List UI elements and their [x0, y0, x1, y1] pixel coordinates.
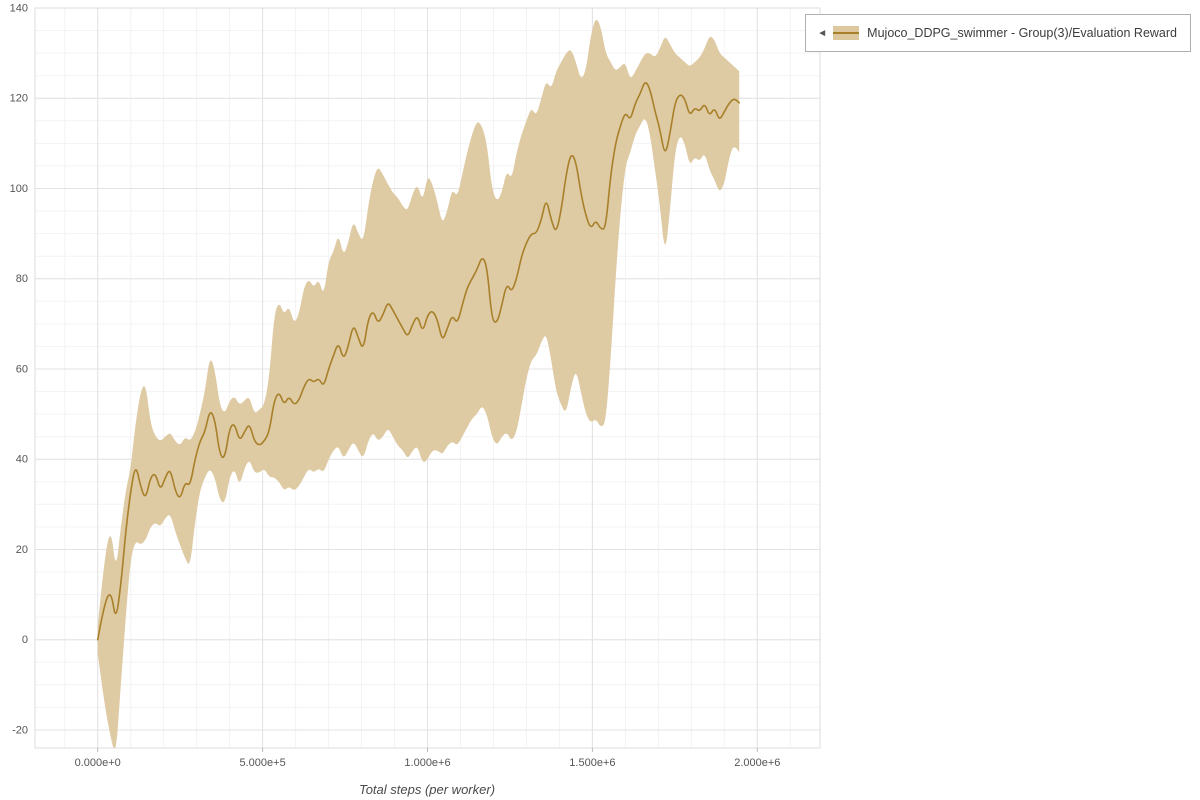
y-tick-label: 120 [10, 93, 28, 105]
legend[interactable]: ◄ Mujoco_DDPG_swimmer - Group(3)/Evaluat… [805, 14, 1191, 52]
x-tick-label: 5.000e+5 [240, 757, 286, 769]
axis-tick-labels: -20 0 20 40 60 80 100 120 140 0.000e+0 5.000e+5 1.0… [10, 3, 781, 770]
legend-line-color [833, 32, 860, 34]
x-axis-title: Total steps (per worker) [358, 782, 496, 797]
y-tick-label: 80 [16, 273, 28, 285]
y-tick-label: 40 [16, 454, 28, 466]
y-tick-label: 20 [16, 544, 28, 556]
y-tick-label: 0 [22, 634, 28, 646]
y-tick-label: 100 [10, 183, 28, 195]
x-tick-label: 1.000e+6 [404, 757, 450, 769]
mean-line [96, 82, 740, 641]
x-tick-label: 2.000e+6 [734, 757, 780, 769]
x-tick-label: 1.500e+6 [569, 757, 615, 769]
legend-swatch [833, 26, 860, 40]
y-tick-label: -20 [12, 725, 28, 737]
x-tick-label: 0.000e+0 [75, 757, 121, 769]
confidence-band [97, 20, 740, 748]
y-tick-label: 60 [16, 364, 28, 376]
tick-marks [97, 748, 758, 752]
y-tick-label: 140 [10, 3, 28, 15]
legend-collapse-icon[interactable]: ◄ [817, 27, 828, 39]
legend-label[interactable]: Mujoco_DDPG_swimmer - Group(3)/Evaluatio… [867, 26, 1177, 40]
